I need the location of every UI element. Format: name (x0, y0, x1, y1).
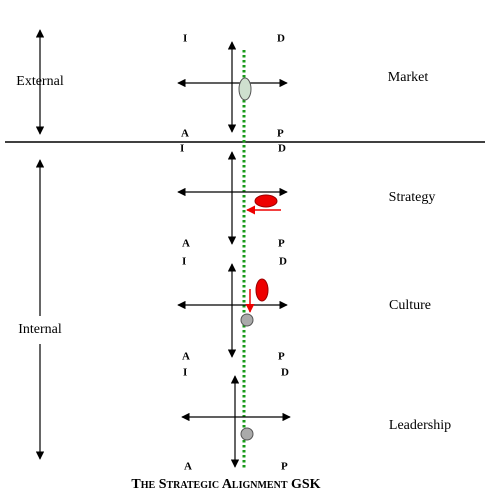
corner-label: A (184, 461, 192, 473)
corner-label: P (281, 461, 288, 473)
corner-label: P (277, 128, 284, 140)
panel-label: Leadership (389, 418, 451, 433)
position-marker (238, 77, 252, 101)
corner-label: D (281, 367, 289, 379)
position-marker (255, 278, 269, 302)
corner-label: P (278, 351, 285, 363)
panel-label: Strategy (389, 190, 436, 205)
corner-label: A (182, 238, 190, 250)
corner-label: D (278, 143, 286, 155)
corner-label: I (183, 367, 187, 379)
position-marker (254, 194, 278, 208)
zone-label: External (16, 74, 64, 89)
position-marker (240, 427, 254, 441)
position-marker (240, 313, 254, 327)
corner-label: D (277, 33, 285, 45)
corner-label: I (183, 33, 187, 45)
corner-label: D (279, 256, 287, 268)
corner-label: A (181, 128, 189, 140)
corner-label: I (180, 143, 184, 155)
corner-label: P (278, 238, 285, 250)
diagram-title: The Strategic Alignment GSK (131, 477, 320, 492)
corner-label: I (182, 256, 186, 268)
corner-label: A (182, 351, 190, 363)
panel-label: Culture (389, 298, 431, 313)
zone-label: Internal (18, 322, 62, 337)
panel-label: Market (388, 70, 429, 85)
